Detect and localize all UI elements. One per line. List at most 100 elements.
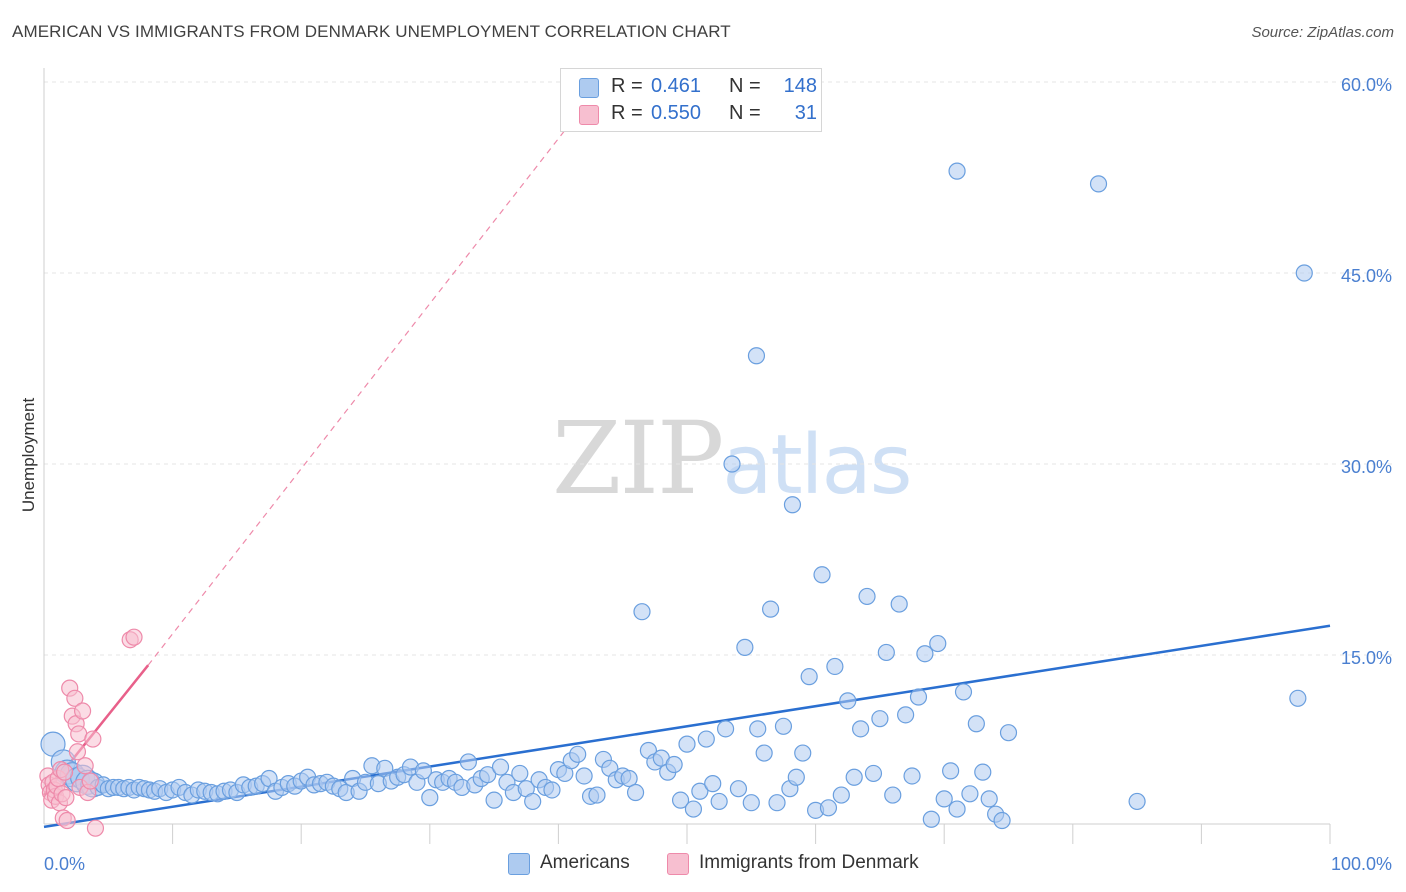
americans-point xyxy=(961,785,979,803)
americans-point xyxy=(588,786,606,804)
y-tick-label: 15.0% xyxy=(1341,648,1392,668)
n-label: N = xyxy=(729,102,761,124)
americans-point xyxy=(787,768,805,786)
watermark-atlas: atlas xyxy=(722,418,912,513)
americans-point xyxy=(678,735,696,753)
americans-point xyxy=(633,603,651,621)
americans-point xyxy=(935,790,953,808)
americans-point xyxy=(871,710,889,728)
americans-point xyxy=(723,455,741,473)
americans-point xyxy=(826,657,844,676)
americans-point xyxy=(909,688,928,706)
denmark-point xyxy=(66,689,84,707)
chart-title: AMERICAN VS IMMIGRANTS FROM DENMARK UNEM… xyxy=(12,22,731,41)
americans-point xyxy=(1089,175,1108,193)
americans-point xyxy=(864,764,883,783)
americans-swatch xyxy=(579,78,599,98)
americans-point xyxy=(524,792,542,811)
denmark-point xyxy=(55,763,74,781)
americans-point xyxy=(993,811,1011,830)
americans-point xyxy=(922,810,940,828)
denmark-point xyxy=(58,811,76,830)
watermark-zip: ZIP xyxy=(552,400,724,517)
americans-point xyxy=(1295,264,1313,282)
americans-point xyxy=(421,789,439,807)
americans-point xyxy=(575,767,593,785)
americans-point xyxy=(897,706,915,724)
americans-point xyxy=(774,717,793,735)
americans-point xyxy=(800,668,818,686)
americans-point xyxy=(626,783,645,802)
americans-point xyxy=(704,775,722,793)
americans-point xyxy=(813,566,831,584)
americans-point xyxy=(697,730,715,748)
x-tick-label-min: 0.0% xyxy=(44,854,85,874)
americans-point xyxy=(755,744,773,762)
americans-point xyxy=(877,643,895,662)
americans-point xyxy=(710,792,728,811)
americans-point xyxy=(967,715,985,733)
y-axis-label: Unemployment xyxy=(19,398,38,513)
y-tick-label: 60.0% xyxy=(1341,75,1392,95)
americans-point xyxy=(684,800,703,818)
y-tick-label: 45.0% xyxy=(1341,266,1392,286)
americans-point xyxy=(929,634,947,653)
americans-point xyxy=(729,780,748,798)
americans-point xyxy=(742,794,760,812)
denmark-point xyxy=(86,819,105,837)
axes xyxy=(43,68,1331,844)
stats-legend: R = 0.461 N = 148 R = 0.550 N = 31 xyxy=(560,68,822,132)
americans-point xyxy=(954,683,973,701)
americans-point xyxy=(768,794,786,812)
r-label: R = xyxy=(611,102,643,124)
tick-labels: 15.0% 30.0% 45.0% 60.0% 0.0% 100.0% xyxy=(44,75,1392,874)
americans-point xyxy=(761,600,780,618)
denmark-legend-swatch xyxy=(667,853,689,875)
americans-point xyxy=(485,791,503,809)
y-tick-label: 30.0% xyxy=(1341,457,1392,477)
americans-point xyxy=(819,799,838,817)
n-value: 148 xyxy=(783,75,817,97)
americans-point xyxy=(903,767,921,785)
americans-point xyxy=(948,162,966,180)
denmark-point xyxy=(81,772,99,790)
americans-point xyxy=(858,587,876,606)
americans-point xyxy=(832,786,850,804)
americans-point xyxy=(511,764,529,783)
trend-lines xyxy=(43,130,1331,829)
americans-point xyxy=(1289,689,1307,707)
gridlines xyxy=(44,81,1392,656)
americans-point xyxy=(794,744,812,762)
americans-point xyxy=(414,762,432,780)
americans-point xyxy=(942,762,960,780)
denmark-point xyxy=(73,702,92,720)
americans-point xyxy=(916,645,934,663)
denmark-points xyxy=(39,628,143,837)
watermark: ZIPatlas xyxy=(552,400,912,517)
americans-point xyxy=(459,753,477,771)
denmark-point xyxy=(76,757,94,775)
americans-point xyxy=(980,790,998,808)
americans-point xyxy=(1128,792,1146,811)
americans-point xyxy=(671,791,690,809)
denmark-point xyxy=(125,628,143,646)
n-value: 31 xyxy=(794,102,817,124)
americans-point xyxy=(999,724,1018,742)
denmark-point xyxy=(68,743,87,761)
denmark-legend-label: Immigrants from Denmark xyxy=(699,852,919,873)
americans-point xyxy=(747,347,766,365)
americans-point xyxy=(783,496,802,514)
americans-point xyxy=(845,768,863,786)
americans-point xyxy=(479,766,497,784)
americans-legend-swatch xyxy=(508,853,530,875)
americans-point xyxy=(890,595,908,613)
americans-point xyxy=(569,745,587,763)
r-value: 0.550 xyxy=(651,102,702,124)
denmark-point xyxy=(57,789,75,807)
americans-point xyxy=(884,786,902,804)
americans-point xyxy=(665,755,683,774)
denmark-swatch xyxy=(579,105,599,125)
r-value: 0.461 xyxy=(651,75,702,97)
x-tick-label-max: 100.0% xyxy=(1331,854,1392,874)
